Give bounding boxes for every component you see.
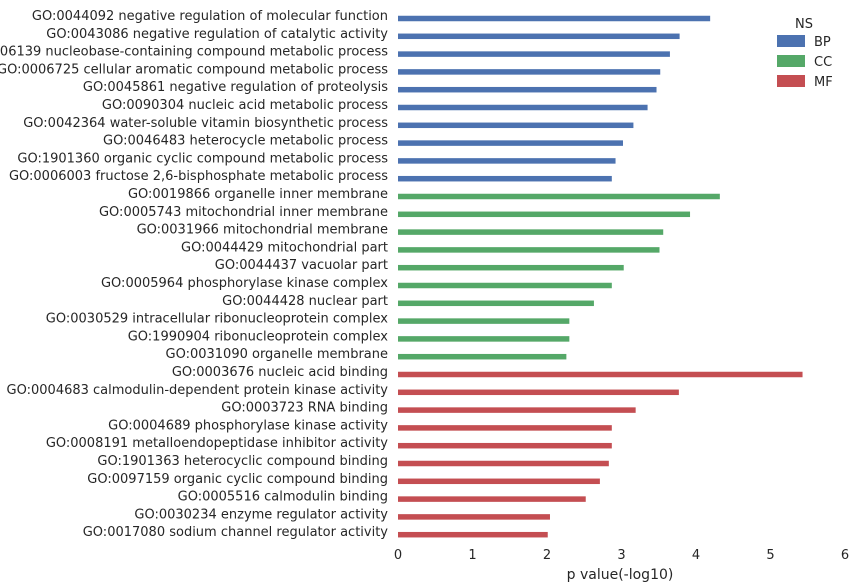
x-tick-label: 5 [766, 548, 774, 563]
category-label: GO:0045861 negative regulation of proteo… [83, 80, 388, 95]
category-label: GO:0005743 mitochondrial inner membrane [99, 205, 388, 220]
x-axis-ticks: 0 1 2 3 4 5 6 [394, 548, 849, 563]
x-tick-label: 4 [692, 548, 700, 563]
bar-mf [398, 407, 636, 413]
category-label: GO:0003676 nucleic acid binding [172, 365, 388, 380]
bar-bp [398, 15, 711, 22]
legend-swatch-mf [777, 75, 805, 87]
bar-cc [398, 193, 720, 200]
bar-mf [398, 442, 612, 449]
legend-swatch-bp [777, 35, 805, 47]
legend-swatch-cc [777, 55, 805, 67]
category-label: GO:0044428 nuclear part [222, 294, 388, 309]
category-label: GO:0003723 RNA binding [221, 401, 388, 416]
x-tick-label: 2 [543, 548, 551, 563]
legend-entries: BP CC MF [777, 35, 833, 90]
category-label: GO:0044092 negative regulation of molecu… [32, 9, 388, 24]
legend: NS BP CC MF [777, 17, 833, 90]
bar-cc [398, 229, 664, 235]
bar-mf [398, 478, 600, 485]
category-label: GO:0090304 nucleic acid metabolic proces… [102, 98, 388, 113]
x-tick-label: 3 [617, 548, 625, 563]
x-tick-label: 0 [394, 548, 402, 563]
category-label: GO:0097159 organic cyclic compound bindi… [87, 472, 388, 487]
category-label: GO:0006139 nucleobase-containing compoun… [0, 45, 388, 60]
bar-mf [398, 531, 548, 538]
category-label: GO:1901360 organic cyclic compound metab… [17, 151, 388, 166]
category-label: GO:0044429 mitochondrial part [181, 240, 388, 255]
category-label: GO:0004683 calmodulin-dependent protein … [7, 383, 389, 398]
bar-cc [398, 353, 567, 360]
x-tick-label: 1 [468, 548, 476, 563]
legend-label-cc: CC [814, 55, 832, 70]
bar-bp [398, 51, 670, 57]
bar-cc [398, 264, 624, 271]
bar-bp [398, 69, 661, 75]
bar-cc [398, 318, 570, 324]
bar-bp [398, 33, 680, 40]
bar-mf [398, 371, 803, 378]
x-axis-label: p value(-log10) [567, 567, 674, 583]
legend-label-bp: BP [814, 35, 831, 50]
category-label: GO:0042364 water-soluble vitamin biosynt… [23, 116, 388, 131]
category-label: GO:0006725 cellular aromatic compound me… [0, 62, 388, 77]
bar-mf [398, 389, 679, 396]
category-label: GO:0019866 organelle inner membrane [128, 187, 388, 202]
bar-cc [398, 300, 594, 307]
bar-bp [398, 140, 623, 146]
bar-bp [398, 158, 616, 164]
category-label: GO:0004689 phosphorylase kinase activity [108, 418, 388, 433]
bar-cc [398, 336, 570, 342]
category-label: GO:0043086 negative regulation of cataly… [46, 27, 388, 42]
bar-bp [398, 122, 634, 129]
category-label: GO:1901363 heterocyclic compound binding [97, 454, 388, 469]
category-label: GO:0006003 fructose 2,6-bisphosphate met… [9, 169, 388, 184]
category-label: GO:0044437 vacuolar part [215, 258, 388, 273]
category-label: GO:0031090 organelle membrane [166, 347, 389, 362]
category-label: GO:0031966 mitochondrial membrane [137, 223, 388, 238]
category-label: GO:0030234 enzyme regulator activity [134, 507, 388, 522]
bar-bp [398, 104, 648, 111]
bar-mf [398, 460, 609, 467]
category-label: GO:1990904 ribonucleoprotein complex [128, 329, 389, 344]
bar-cc [398, 211, 691, 218]
category-labels: GO:0044092 negative regulation of molecu… [0, 9, 388, 540]
bar-mf [398, 514, 550, 520]
x-tick-label: 6 [841, 548, 849, 563]
category-label: GO:0005516 calmodulin binding [178, 490, 388, 505]
bar-mf [398, 425, 612, 431]
bar-bp [398, 86, 657, 93]
legend-label-mf: MF [814, 75, 833, 90]
bar-bp [398, 175, 612, 182]
legend-title: NS [795, 17, 813, 32]
bar-cc [398, 282, 612, 289]
bar-mf [398, 496, 586, 502]
bars-layer [398, 15, 803, 538]
category-label: GO:0017080 sodium channel regulator acti… [83, 525, 389, 540]
bar-cc [398, 247, 660, 253]
category-label: GO:0005964 phosphorylase kinase complex [101, 276, 388, 291]
category-label: GO:0008191 metalloendopeptidase inhibito… [46, 436, 388, 451]
category-label: GO:0046483 heterocycle metabolic process [103, 134, 388, 149]
category-label: GO:0030529 intracellular ribonucleoprote… [46, 312, 389, 327]
